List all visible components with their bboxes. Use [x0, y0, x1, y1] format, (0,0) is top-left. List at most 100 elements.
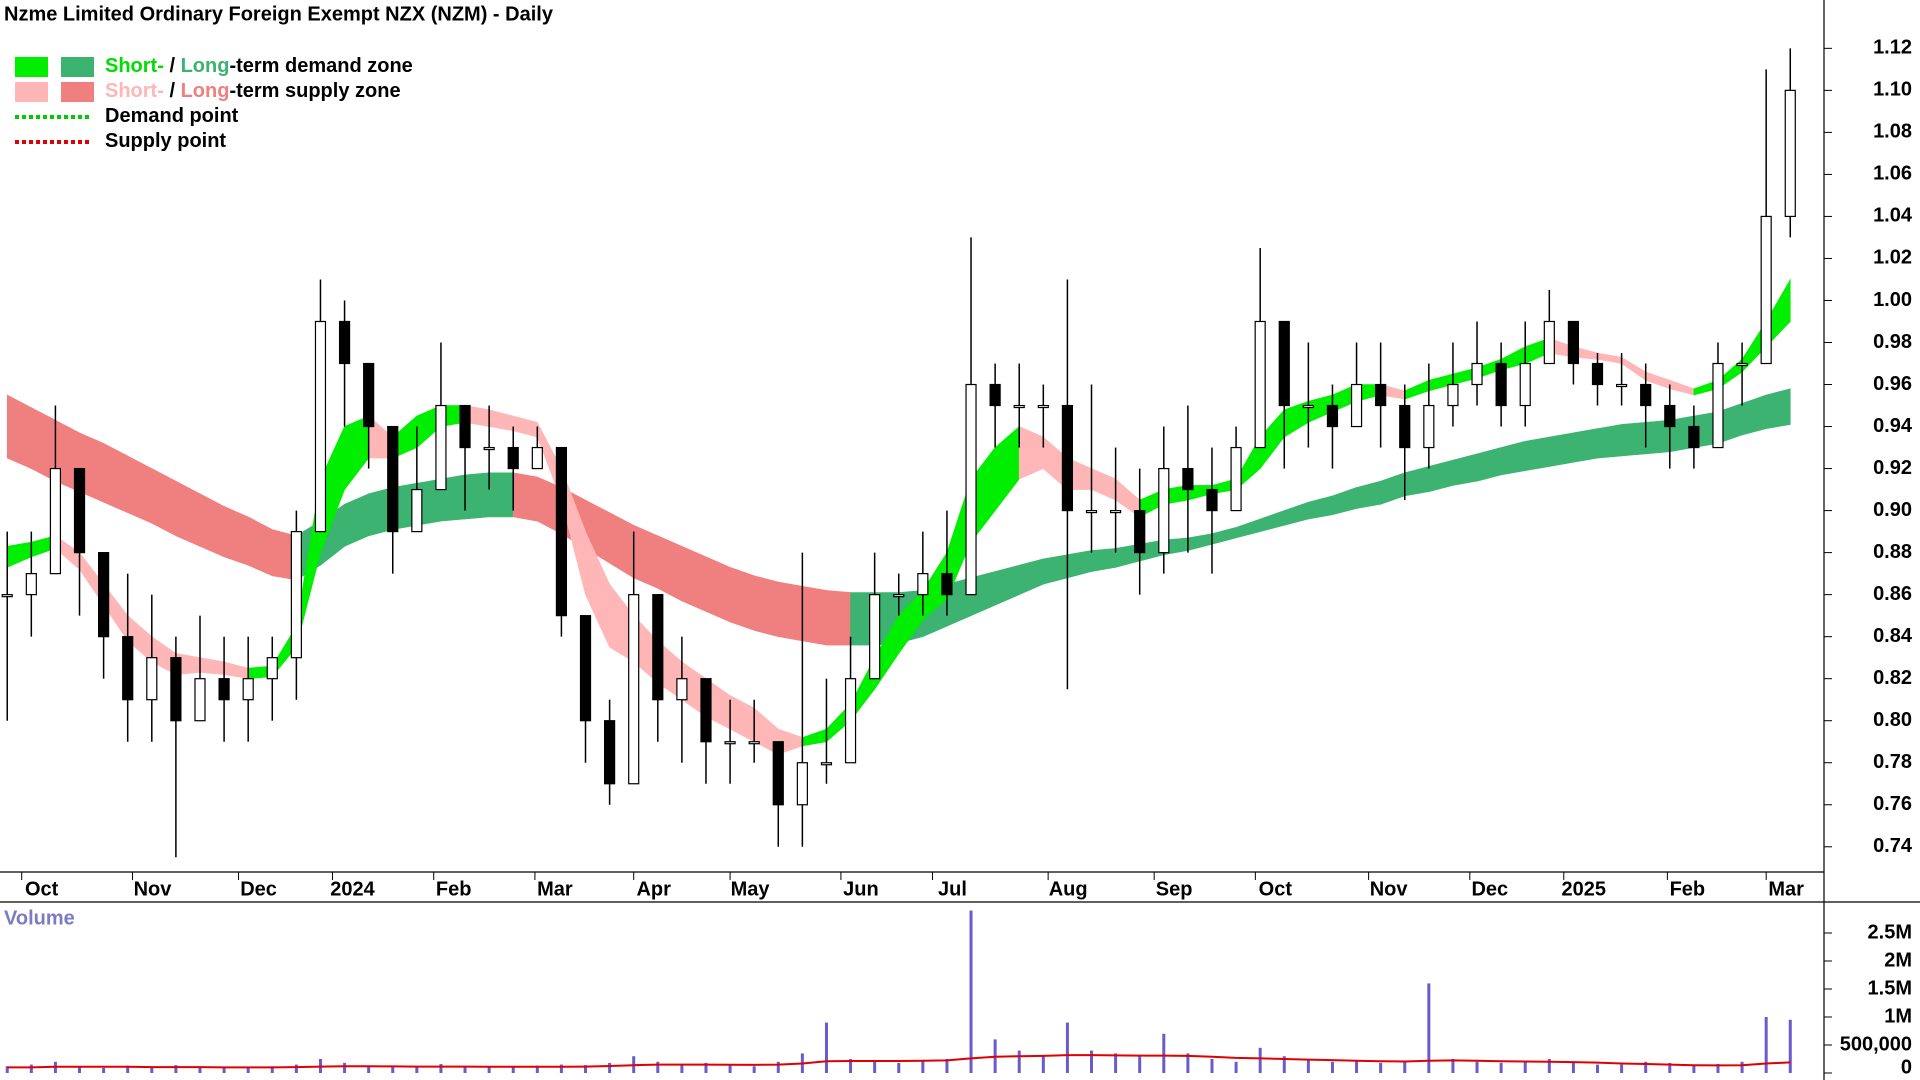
candle-body [1591, 362, 1604, 386]
legend-item: Short- / Long-term supply zone [15, 80, 401, 102]
candle-body [73, 467, 86, 554]
volume-bar [1017, 1050, 1021, 1073]
candle-body [1688, 425, 1700, 449]
candle-body [1712, 362, 1724, 449]
y-tick-label: 1.10 [1873, 79, 1912, 101]
candle-body [1375, 383, 1387, 407]
volume-y-tick-label: 1M [1884, 1005, 1912, 1027]
candle-body [1230, 446, 1242, 512]
candle-body [49, 467, 62, 575]
volume-bar [1330, 1061, 1334, 1073]
zone-segment [1621, 422, 1646, 457]
volume-bar [222, 1067, 226, 1073]
volume-bar [559, 1064, 563, 1073]
zone-segment [488, 472, 514, 518]
candle-body [1519, 362, 1531, 407]
candle-body [893, 594, 905, 598]
legend-label-part: -term demand zone [229, 55, 412, 77]
x-tick-label: Jul [938, 878, 967, 900]
candle-body [700, 678, 712, 743]
volume-bar [1041, 1056, 1045, 1073]
zone-segment [777, 581, 803, 642]
volume-bar [1379, 1062, 1383, 1073]
zone-segment [6, 394, 32, 470]
volume-bar [921, 1060, 925, 1073]
volume-bar [704, 1062, 708, 1073]
volume-bar [1306, 1059, 1310, 1073]
volume-bar [102, 1067, 106, 1073]
volume-bar [656, 1061, 660, 1073]
volume-bar [198, 1066, 202, 1073]
volume-ma-line [7, 1054, 1791, 1069]
y-tick-label: 0.74 [1873, 835, 1913, 857]
legend-label-part: Long [181, 80, 230, 102]
candle-body [555, 446, 568, 617]
volume-bar [1547, 1059, 1551, 1073]
volume-bar [752, 1066, 756, 1073]
zone-segment [826, 590, 851, 646]
y-tick-label: 0.82 [1873, 667, 1912, 689]
volume-bar [1620, 1064, 1624, 1073]
zone-segment [753, 575, 779, 638]
y-tick-label: 1.00 [1873, 289, 1912, 311]
zone-segment [464, 472, 490, 520]
candle-body [1110, 509, 1122, 514]
y-tick-label: 0.88 [1873, 541, 1912, 563]
candle-body [1784, 89, 1796, 218]
candle-body [1278, 320, 1290, 407]
volume-bar [439, 1064, 443, 1073]
y-tick-label: 0.76 [1873, 793, 1912, 815]
y-tick-label: 1.12 [1873, 37, 1912, 59]
candle-body [98, 552, 110, 638]
volume-bar [29, 1064, 33, 1073]
candle-body [941, 573, 953, 596]
candle-body [628, 594, 640, 785]
volume-bar [1571, 1061, 1575, 1073]
volume-bar [1090, 1050, 1094, 1073]
zone-segment [681, 545, 707, 612]
volume-bar [174, 1065, 178, 1073]
x-tick-label: Oct [1259, 878, 1293, 900]
x-tick-label: 2024 [330, 878, 375, 900]
y-tick-label: 0.90 [1873, 499, 1912, 521]
volume-y-tick-label: 0 [1901, 1056, 1912, 1078]
candle-body [1085, 509, 1098, 514]
candle-body [170, 657, 182, 722]
x-tick-label: Feb [1670, 878, 1706, 900]
volume-bar [1716, 1064, 1720, 1073]
volume-bar [415, 1067, 419, 1073]
legend-swatch [15, 82, 48, 102]
volume-bar [1596, 1064, 1600, 1073]
volume-bar [270, 1066, 274, 1073]
candle-body [1302, 404, 1314, 409]
candle-body [844, 678, 857, 764]
zone-segment [1573, 428, 1598, 463]
volume-bar [1114, 1053, 1118, 1073]
volume-bar [728, 1064, 732, 1073]
candle-body [1471, 362, 1483, 386]
candle-body [772, 741, 784, 806]
legend-swatch [61, 82, 94, 102]
volume-bar [1451, 1059, 1455, 1073]
legend-label-part: Long [181, 55, 230, 77]
candle-body [218, 678, 230, 701]
candle-body [242, 678, 254, 701]
candle-body [1013, 404, 1025, 409]
volume-bar [1668, 1062, 1672, 1073]
candle-body [1543, 320, 1555, 365]
candle-body [917, 573, 929, 596]
volume-bar [1186, 1053, 1190, 1073]
legend-item: Demand point [15, 105, 239, 127]
candle-body [435, 404, 447, 491]
candle-body [579, 615, 592, 722]
y-tick-label: 0.92 [1873, 457, 1912, 479]
candle-body [266, 657, 278, 680]
y-tick-label: 1.08 [1873, 121, 1912, 143]
x-tick-label: May [731, 878, 771, 900]
zone-segment [512, 472, 538, 522]
candle-body [411, 488, 423, 533]
volume-bar [126, 1065, 130, 1073]
volume-bar [5, 1066, 9, 1073]
x-tick-label: Dec [240, 878, 277, 900]
candle-body [652, 594, 664, 701]
